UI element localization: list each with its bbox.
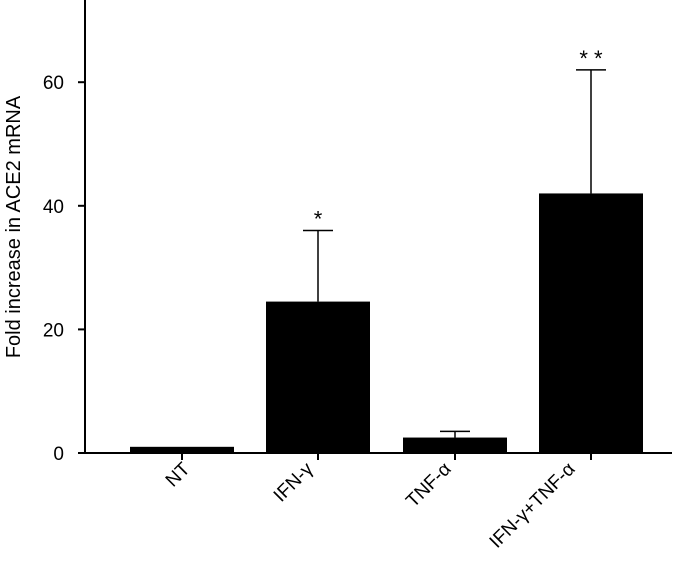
significance-label: * * — [579, 46, 603, 71]
error-bars — [303, 69, 606, 438]
y-tick-label: 0 — [53, 444, 64, 465]
bars — [130, 193, 643, 453]
bar-3 — [403, 437, 507, 453]
y-ticks: 0 20 40 60 — [43, 73, 85, 465]
y-tick-label: 60 — [43, 73, 64, 94]
x-tick-label: TNF-α — [402, 459, 455, 512]
x-tick-label: IFN-γ — [270, 458, 318, 506]
bar-4 — [539, 193, 643, 453]
significance-marks: * * * — [314, 46, 603, 232]
y-tick-label: 40 — [43, 197, 64, 218]
x-tick-labels: NT IFN-γ TNF-α IFN-γ+TNF-α — [162, 453, 592, 553]
y-tick-label: 20 — [43, 320, 64, 341]
y-axis-label: Fold increase in ACE2 mRNA — [3, 95, 25, 358]
bar-2 — [266, 301, 370, 453]
significance-label: * — [314, 207, 323, 232]
x-tick-label: IFN-γ+TNF-α — [486, 459, 580, 553]
bar-1 — [130, 446, 234, 453]
x-tick-label: NT — [162, 458, 195, 491]
